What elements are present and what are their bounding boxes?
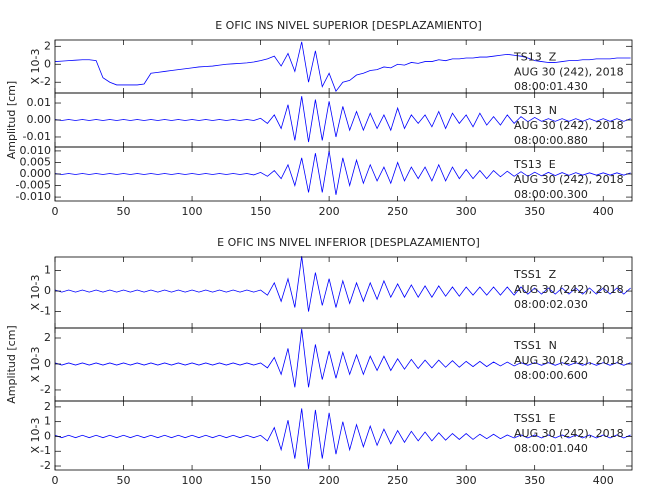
annotation: AUG 30 (242), 2018	[514, 119, 624, 132]
x-tick-label: 100	[182, 205, 203, 218]
y-tick-label: -1	[40, 444, 51, 457]
annotation: AUG 30 (242), 2018	[514, 283, 624, 296]
y-tick-label: 0	[44, 429, 51, 442]
annotation: 08:00:01.040	[514, 442, 588, 455]
annotation: 08:00:00.600	[514, 369, 588, 382]
annotation: AUG 30 (242), 2018	[514, 354, 624, 367]
x-tick-label: 250	[387, 474, 408, 487]
y-tick-label: 0.000	[20, 167, 52, 180]
station-label: TS13 Z	[513, 51, 557, 64]
x-tick-label: 100	[182, 474, 203, 487]
trace	[54, 41, 631, 93]
station-label: TSS1 Z	[513, 268, 557, 281]
x-tick-label: 300	[456, 205, 477, 218]
x-tick-label: 350	[524, 474, 545, 487]
y-multiplier: X 10-3	[29, 49, 42, 85]
trace	[54, 256, 631, 312]
y-multiplier: X 10-3	[29, 418, 42, 454]
annotation: 08:00:00.880	[514, 134, 588, 147]
station-label: TSS1 N	[513, 339, 557, 352]
station-label: TS13 E	[513, 158, 556, 171]
y-tick-label: -1	[40, 305, 51, 318]
y-tick-label: -0.01	[23, 130, 51, 143]
x-tick-label: 200	[319, 474, 340, 487]
y-tick-label: 0	[44, 57, 51, 70]
annotation: 08:00:02.030	[514, 298, 588, 311]
annotation: AUG 30 (242), 2018	[514, 173, 624, 186]
x-tick-label: 200	[319, 205, 340, 218]
y-tick-label: 2	[44, 400, 51, 413]
x-tick-label: 50	[117, 474, 131, 487]
panel-title: E OFIC INS NIVEL INFERIOR [DESPLAZAMIENT…	[217, 236, 480, 249]
y-tick-label: -2	[40, 75, 51, 88]
x-tick-label: 300	[456, 474, 477, 487]
annotation: AUG 30 (242), 2018	[514, 65, 624, 78]
x-tick-label: 400	[593, 474, 614, 487]
annotation: 08:00:00.300	[514, 188, 588, 201]
y-tick-label: 0.01	[27, 96, 52, 109]
y-multiplier: X 10-3	[29, 347, 42, 383]
annotation: AUG 30 (242), 2018	[514, 427, 624, 440]
y-tick-label: 2	[44, 331, 51, 344]
x-tick-label: 250	[387, 205, 408, 218]
y-tick-label: -0.010	[16, 190, 51, 203]
y-tick-label: 0.010	[20, 144, 52, 157]
y-tick-label: 0.00	[27, 113, 52, 126]
trace	[54, 408, 631, 470]
trace	[54, 96, 631, 143]
x-tick-label: 350	[524, 205, 545, 218]
y-tick-label: -2	[40, 459, 51, 472]
annotation: 08:00:01.430	[514, 80, 588, 93]
trace	[54, 328, 631, 388]
y-tick-label: 2	[44, 39, 51, 52]
panel-title: E OFIC INS NIVEL SUPERIOR [DESPLAZAMIENT…	[215, 19, 482, 32]
station-label: TS13 N	[513, 104, 557, 117]
y-tick-label: -0.005	[16, 179, 51, 192]
x-tick-label: 150	[250, 474, 271, 487]
y-tick-label: 0.005	[20, 155, 52, 168]
x-tick-label: 150	[250, 205, 271, 218]
plot-frame	[54, 400, 633, 471]
x-tick-label: 0	[52, 205, 59, 218]
y-tick-label: 1	[44, 415, 51, 428]
x-tick-label: 0	[52, 474, 59, 487]
station-label: TSS1 E	[513, 412, 556, 425]
y-tick-label: 0	[44, 357, 51, 370]
y-tick-label: -2	[40, 383, 51, 396]
y-multiplier: X 10-3	[29, 275, 42, 311]
x-tick-label: 400	[593, 205, 614, 218]
y-tick-label: 1	[44, 264, 51, 277]
y-axis-label: Amplitud [cm]	[5, 325, 18, 403]
trace	[54, 150, 631, 195]
x-tick-label: 50	[117, 205, 131, 218]
y-tick-label: 0	[44, 284, 51, 297]
y-axis-label: Amplitud [cm]	[5, 81, 18, 159]
